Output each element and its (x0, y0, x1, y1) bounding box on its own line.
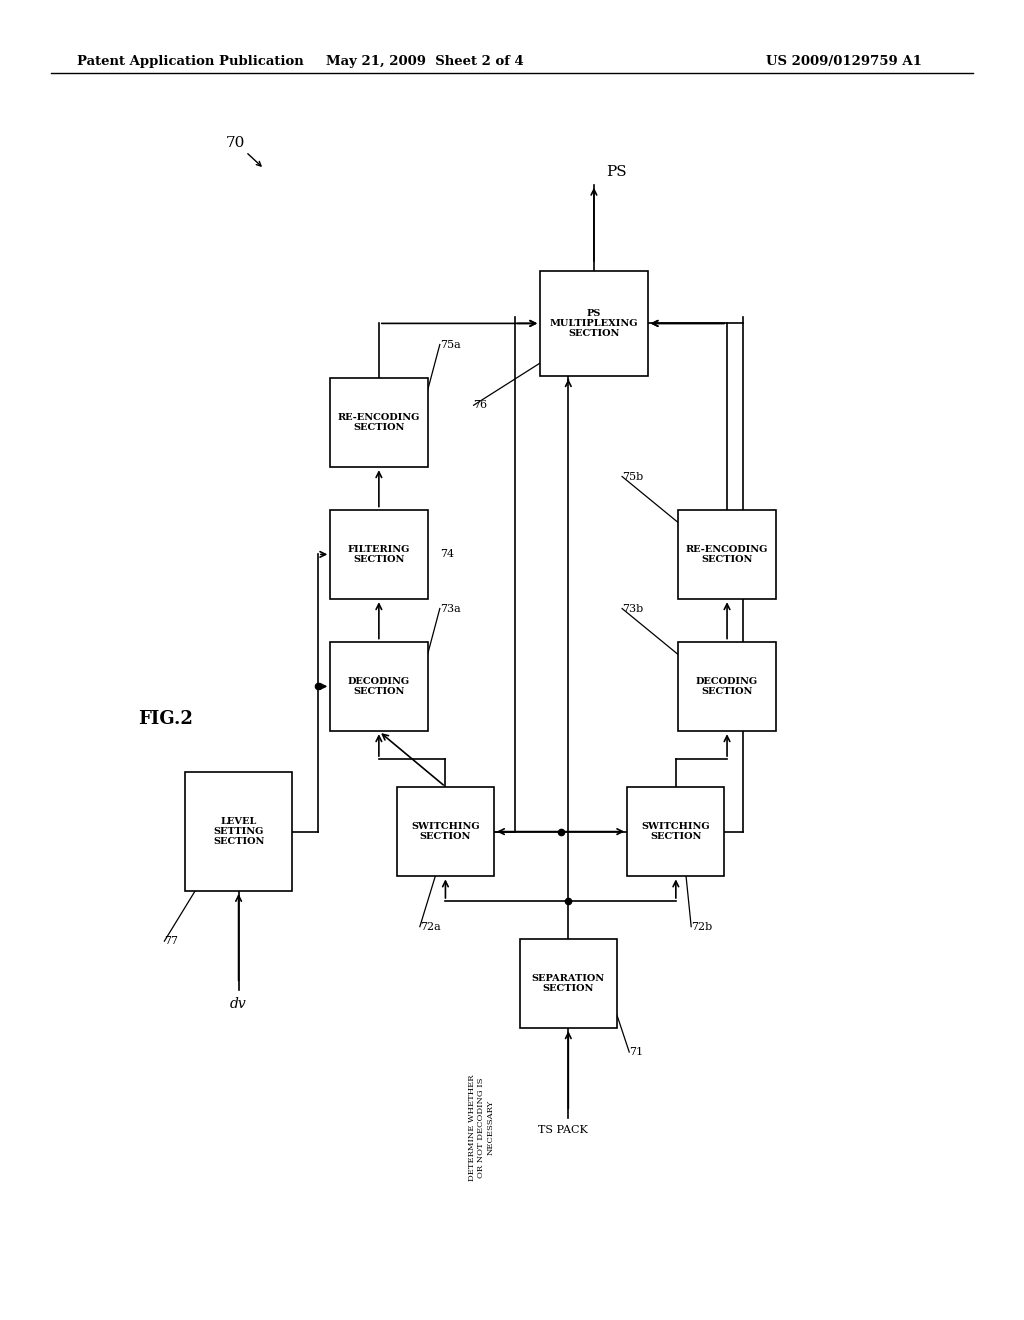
Text: FIG.2: FIG.2 (138, 710, 194, 729)
Bar (520, 939, 616, 1028)
Bar (678, 642, 776, 731)
Text: LEVEL
SETTING
SECTION: LEVEL SETTING SECTION (213, 817, 264, 846)
Bar (541, 271, 647, 376)
Text: 72b: 72b (691, 921, 713, 932)
Text: RE-ENCODING
SECTION: RE-ENCODING SECTION (686, 545, 768, 564)
Text: PS: PS (606, 165, 627, 178)
Text: dv: dv (230, 997, 247, 1011)
Text: 76: 76 (473, 400, 487, 411)
Text: 74: 74 (440, 549, 454, 560)
Text: 75a: 75a (440, 339, 461, 350)
Bar (330, 378, 428, 467)
Text: 75b: 75b (622, 471, 643, 482)
Text: Patent Application Publication: Patent Application Publication (77, 55, 303, 69)
Text: TS PACK: TS PACK (539, 1125, 588, 1135)
Text: DECODING
SECTION: DECODING SECTION (696, 677, 758, 696)
Bar (330, 642, 428, 731)
Text: RE-ENCODING
SECTION: RE-ENCODING SECTION (338, 413, 420, 432)
Text: 77: 77 (165, 936, 178, 946)
Text: 71: 71 (629, 1047, 643, 1057)
Text: DECODING
SECTION: DECODING SECTION (348, 677, 410, 696)
Bar (330, 510, 428, 599)
Text: SWITCHING
SECTION: SWITCHING SECTION (641, 822, 711, 841)
Bar (678, 510, 776, 599)
Text: 73a: 73a (440, 603, 461, 614)
Text: SEPARATION
SECTION: SEPARATION SECTION (531, 974, 605, 993)
Bar (185, 772, 293, 891)
Text: 72a: 72a (420, 921, 440, 932)
Bar (397, 787, 495, 876)
Text: FILTERING
SECTION: FILTERING SECTION (348, 545, 410, 564)
Text: 70: 70 (225, 136, 245, 149)
Text: SWITCHING
SECTION: SWITCHING SECTION (411, 822, 480, 841)
Text: May 21, 2009  Sheet 2 of 4: May 21, 2009 Sheet 2 of 4 (326, 55, 524, 69)
Text: US 2009/0129759 A1: US 2009/0129759 A1 (766, 55, 922, 69)
Text: DETERMINE WHETHER
OR NOT DECODING IS
NECESSARY: DETERMINE WHETHER OR NOT DECODING IS NEC… (468, 1074, 495, 1181)
Bar (627, 787, 725, 876)
Text: 73b: 73b (622, 603, 643, 614)
Text: PS
MULTIPLEXING
SECTION: PS MULTIPLEXING SECTION (550, 309, 638, 338)
